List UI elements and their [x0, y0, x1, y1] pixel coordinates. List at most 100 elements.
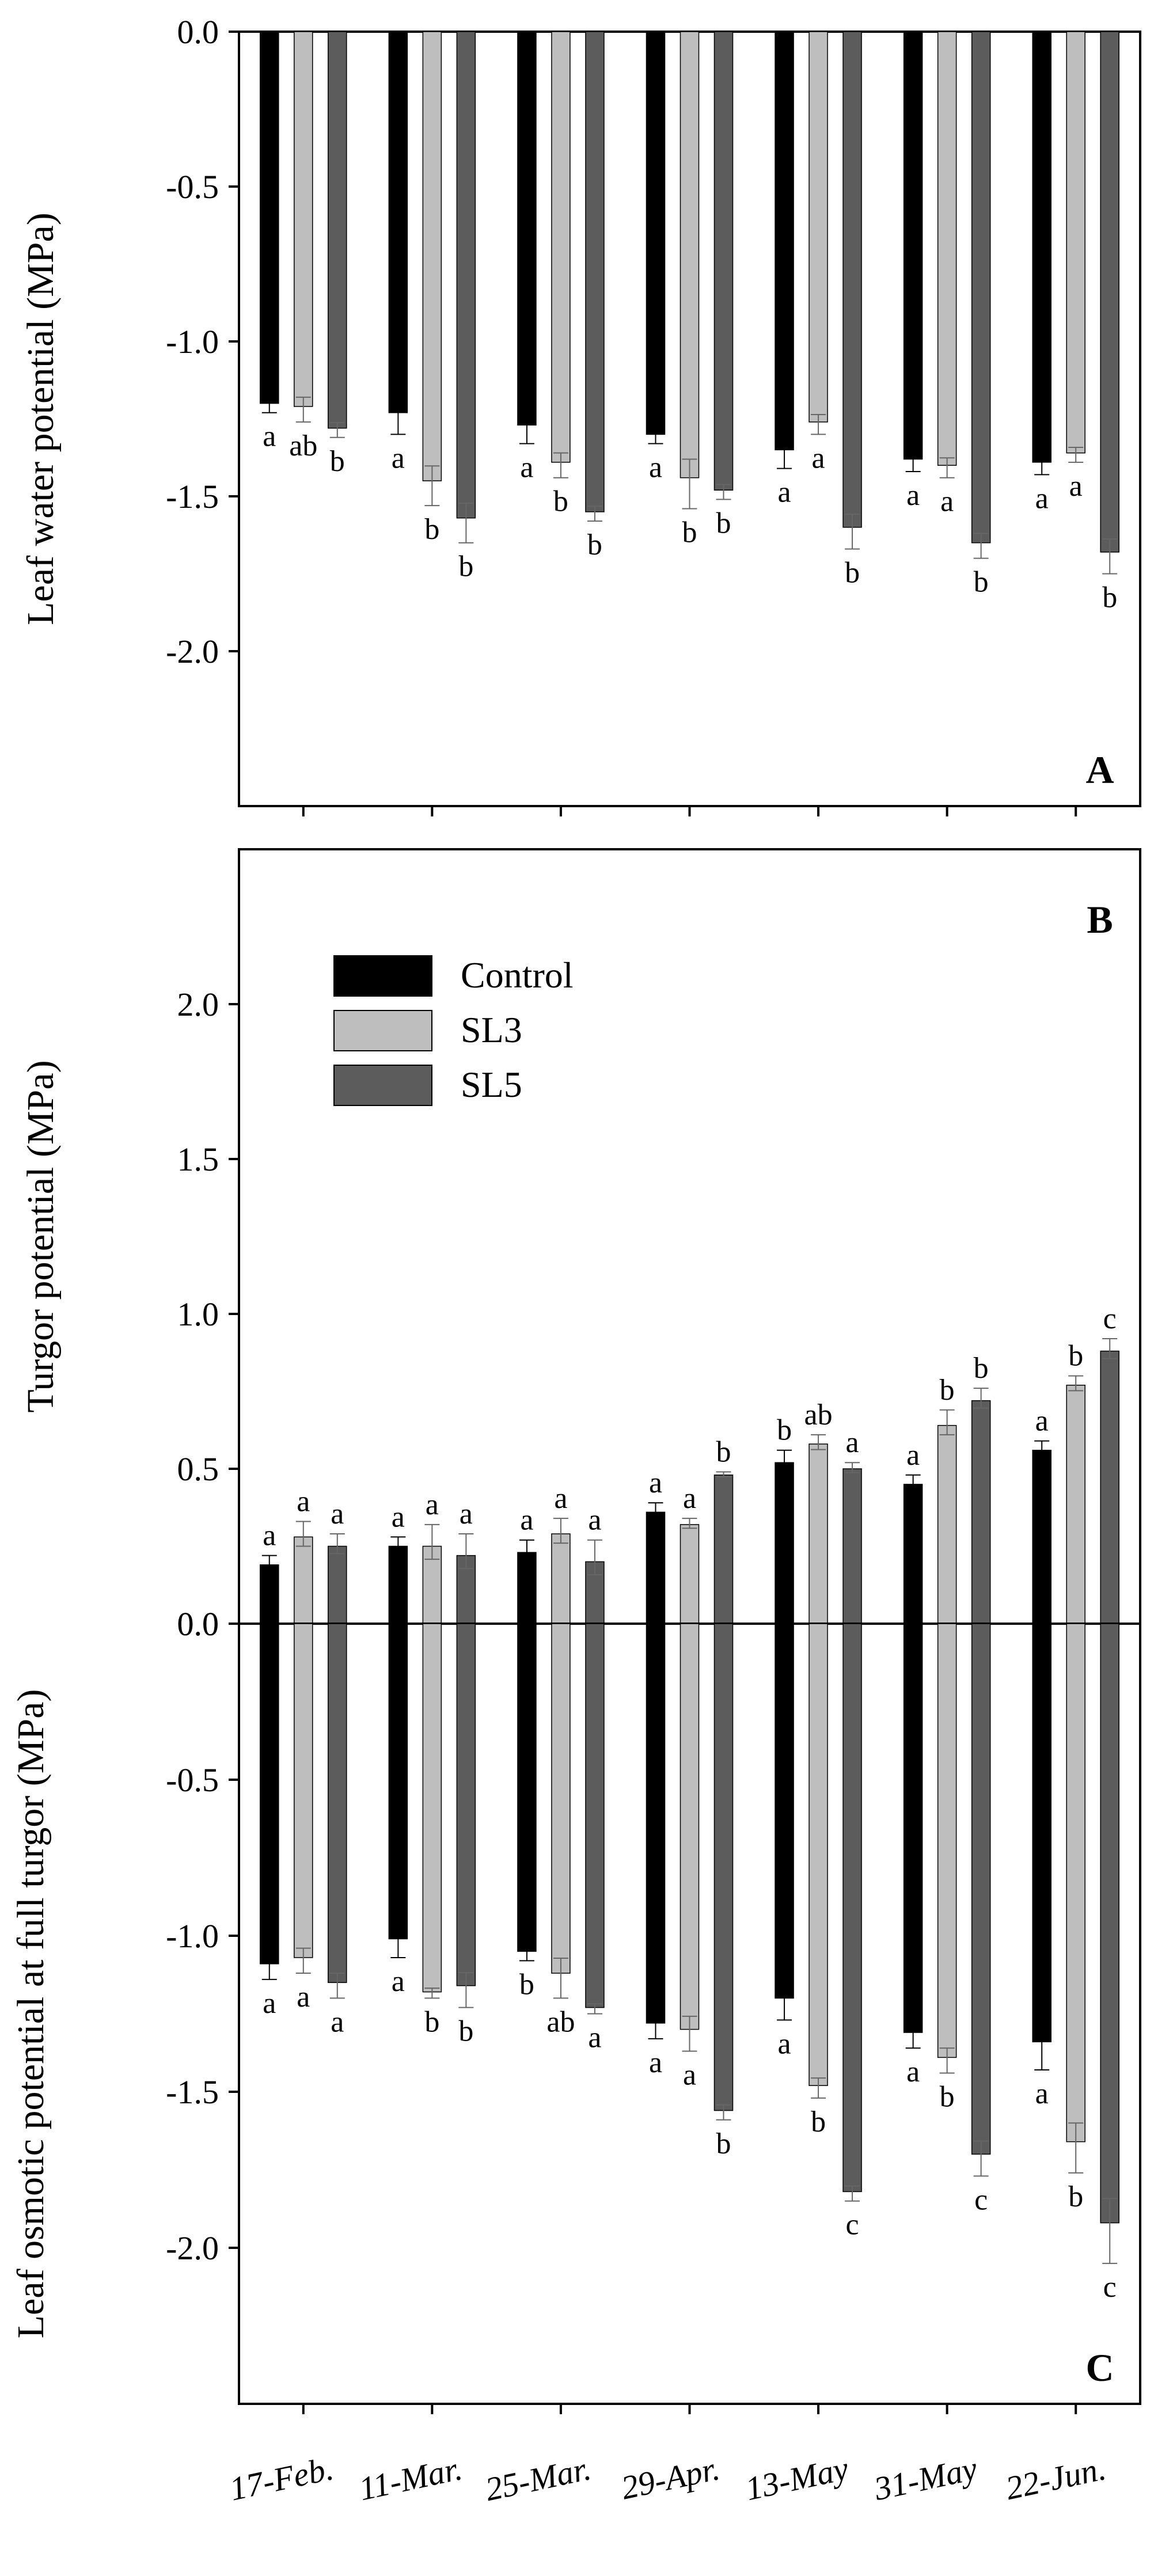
- bar-control: [775, 31, 794, 451]
- significance-label: a: [331, 2005, 344, 2038]
- y-tick-label: 2.0: [177, 986, 219, 1023]
- significance-label: b: [716, 1435, 731, 1468]
- y-tick-label: -1.0: [166, 1917, 219, 1955]
- panel-a: 0.0 -0.5 -1.0 -1.5 -2.0 Leaf water potential …: [20, 13, 1141, 816]
- bar-control: [1032, 31, 1051, 463]
- bar-sl5: [713, 31, 734, 491]
- bar-sl5: [713, 1475, 734, 1624]
- significance-label: a: [778, 2027, 791, 2060]
- significance-label: a: [263, 420, 276, 453]
- bar-control: [517, 31, 537, 426]
- x-tick-label: 11-Mar.: [356, 2449, 466, 2507]
- x-tick-label: 22-Jun.: [1003, 2449, 1109, 2507]
- significance-label: a: [649, 451, 662, 484]
- bar-control: [517, 1623, 537, 1952]
- y-tick-label: 0.5: [177, 1450, 219, 1488]
- significance-label: a: [778, 476, 791, 509]
- bar-sl3: [808, 1623, 828, 2086]
- bar-control: [775, 1462, 794, 1624]
- significance-label: c: [1103, 2271, 1117, 2304]
- bar-sl5: [1100, 1623, 1119, 2224]
- bar-sl5: [971, 1623, 991, 2155]
- significance-label: a: [649, 2046, 662, 2079]
- bar-control: [903, 31, 923, 460]
- bar-sl5: [1100, 1350, 1119, 1624]
- significance-label: b: [1068, 1340, 1083, 1373]
- bar-sl5: [971, 31, 991, 544]
- significance-label: b: [587, 529, 602, 561]
- x-tick-label: 29-Apr.: [618, 2449, 723, 2506]
- panel-letter: A: [1085, 748, 1114, 792]
- bar-sl3: [937, 1623, 957, 2058]
- significance-label: a: [520, 1504, 533, 1537]
- bar-control: [388, 1623, 408, 1940]
- bar-control: [1032, 1623, 1051, 2043]
- significance-label: a: [263, 1519, 276, 1552]
- significance-label: ab: [804, 1399, 833, 1431]
- bar-control: [517, 1552, 537, 1624]
- bar-sl5: [585, 31, 605, 512]
- bar-control: [775, 1623, 794, 1999]
- bar-sl5: [713, 1623, 734, 2111]
- significance-label: ab: [289, 430, 317, 462]
- x-tick-label: 17-Feb.: [226, 2449, 337, 2507]
- significance-label: a: [460, 1498, 473, 1530]
- bar-sl5: [456, 1623, 476, 1986]
- y-axis-title: Turgor potential (MPa): [20, 1060, 62, 1412]
- y-axis-title: Leaf water potential (MPa): [20, 212, 62, 625]
- bar-sl3: [937, 1424, 957, 1624]
- significance-label: a: [906, 1439, 920, 1472]
- bar-control: [646, 31, 666, 435]
- bar-control: [646, 1623, 666, 2024]
- significance-label: b: [458, 2015, 473, 2048]
- y-tick-label: 0.0: [177, 13, 219, 51]
- significance-label: ab: [546, 2005, 575, 2038]
- bar-control: [388, 1545, 408, 1624]
- significance-label: b: [424, 2005, 439, 2038]
- bar-sl5: [456, 31, 476, 519]
- bar-sl5: [971, 1400, 991, 1624]
- panel-c: 0.0 -0.5 -1.0 -1.5 -2.0 Leaf osmotic potentia…: [10, 1605, 1141, 2508]
- significance-label: a: [649, 1466, 662, 1499]
- legend-swatch: [333, 1010, 432, 1051]
- bar-control: [1032, 1449, 1051, 1624]
- y-tick-label: 1.0: [177, 1295, 219, 1333]
- y-tick-label: -0.5: [166, 168, 219, 206]
- bar-control: [646, 1511, 666, 1624]
- y-tick-label: 1.5: [177, 1141, 219, 1178]
- legend-label: SL3: [461, 1009, 522, 1050]
- legend-swatch: [333, 955, 432, 997]
- significance-label: a: [1035, 482, 1049, 515]
- bar-sl3: [808, 31, 828, 423]
- y-tick-label: -1.0: [166, 323, 219, 360]
- bar-sl3: [294, 1623, 313, 1958]
- bar-sl3: [679, 1524, 700, 1624]
- significance-label: a: [588, 2022, 601, 2054]
- bar-control: [260, 1564, 279, 1624]
- bar-sl5: [842, 31, 862, 528]
- bar-sl3: [294, 31, 313, 407]
- bar-sl5: [328, 31, 347, 429]
- significance-label: a: [297, 1485, 310, 1518]
- significance-label: c: [974, 2183, 988, 2216]
- bar-sl3: [1066, 1384, 1085, 1624]
- bar-sl5: [842, 1623, 862, 2193]
- significance-label: b: [811, 2106, 826, 2138]
- bar-sl5: [328, 1545, 347, 1624]
- significance-label: b: [974, 1352, 989, 1385]
- y-tick-label: -2.0: [166, 633, 219, 670]
- y-tick-label: -0.5: [166, 1761, 219, 1799]
- bar-sl5: [328, 1623, 347, 1984]
- legend-label: SL5: [461, 1064, 522, 1105]
- x-tick-label: 31-May: [870, 2449, 980, 2507]
- bar-control: [260, 1623, 279, 1965]
- bar-sl3: [422, 31, 442, 481]
- significance-label: b: [682, 516, 697, 549]
- significance-label: a: [1069, 470, 1083, 503]
- significance-label: b: [519, 1968, 534, 2001]
- significance-label: b: [553, 485, 568, 518]
- significance-label: a: [520, 451, 533, 484]
- significance-label: a: [392, 1965, 405, 1998]
- significance-label: b: [940, 2080, 955, 2113]
